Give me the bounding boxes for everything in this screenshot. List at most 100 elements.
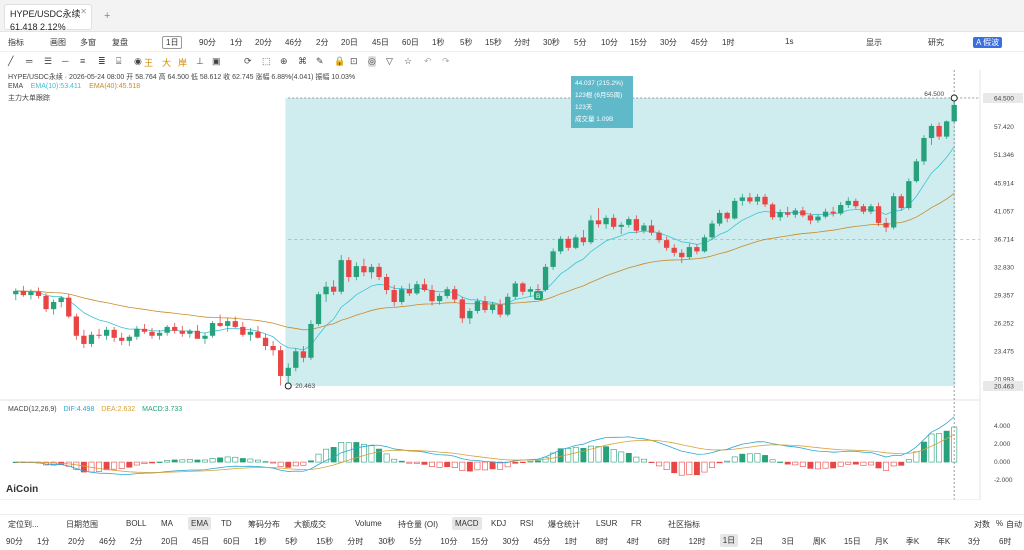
interval-option[interactable]: 月K (874, 537, 889, 546)
filter-icon[interactable]: ▽ (386, 56, 393, 66)
indicator-toggle[interactable]: 社区指标 (668, 520, 700, 529)
eye-toggle-icon[interactable]: ◎ (368, 56, 376, 67)
star-icon[interactable]: ☆ (404, 56, 413, 66)
pencil-icon[interactable]: ✎ (316, 56, 324, 66)
toolbar-item[interactable]: 画图 (50, 38, 66, 47)
toolbar-item[interactable]: 指标 (8, 38, 24, 47)
indicator-toggle[interactable]: FR (631, 519, 642, 528)
interval-option[interactable]: 20日 (161, 537, 179, 546)
toolbar-item[interactable]: 20分 (255, 38, 272, 47)
toolbar-item[interactable]: 15秒 (485, 38, 502, 47)
interval-option[interactable]: 12时 (688, 537, 706, 546)
interval-option[interactable]: 1分 (37, 537, 50, 546)
indicator-toggle[interactable]: KDJ (491, 519, 507, 528)
eye-icon[interactable]: ◉ (134, 56, 142, 66)
interval-option[interactable]: 3日 (781, 537, 795, 546)
indicator-toggle[interactable]: 筹码分布 (248, 520, 280, 529)
trash-icon[interactable]: ⊡ (350, 56, 358, 66)
indicator-toggle[interactable]: Volume (355, 519, 382, 528)
toolbar-item[interactable]: 90分 (199, 38, 216, 47)
interval-option[interactable]: 2日 (750, 537, 764, 546)
interval-option[interactable]: 20分 (68, 537, 85, 546)
interval-option[interactable]: 45分 (533, 537, 551, 546)
toolbar-item[interactable]: 5分 (574, 38, 587, 47)
interval-option[interactable]: 5秒 (285, 537, 298, 546)
select-tool-icon[interactable]: ⟳ (244, 56, 252, 66)
interval-option[interactable]: 15日 (843, 537, 861, 546)
list-tool-icon[interactable]: ☰ (44, 56, 53, 66)
interval-option[interactable]: 15分 (471, 537, 489, 546)
horizontal-line-icon[interactable]: ═ (26, 56, 33, 66)
scale-toggle[interactable]: 对数 (974, 520, 990, 529)
redo-icon[interactable]: ↷ (442, 56, 450, 66)
toolbar-item[interactable]: 30分 (660, 38, 677, 47)
image-icon[interactable]: ▣ (212, 56, 221, 66)
toolbar-item[interactable]: 15分 (630, 38, 647, 47)
indicator-toggle[interactable]: TD (221, 519, 232, 528)
scale-toggle[interactable]: 自动 (1006, 520, 1022, 529)
zoom-icon[interactable]: ⊕ (280, 56, 288, 66)
toolbar-item[interactable]: 复盘 (112, 38, 128, 47)
link-icon[interactable]: ⌘ (298, 56, 307, 66)
interval-option[interactable]: 2分 (130, 537, 143, 546)
toolbar-item[interactable]: 45分 (691, 38, 708, 47)
toolbar-item[interactable]: 2分 (316, 38, 329, 47)
interval-option[interactable]: 年K (936, 537, 951, 546)
text-tool-icon[interactable]: ⌸ (116, 56, 122, 66)
indicator-toggle[interactable]: MA (161, 519, 173, 528)
indicator-toggle[interactable]: 定位到... (8, 520, 39, 529)
interval-option[interactable]: 分时 (347, 537, 364, 546)
toolbar-item[interactable]: 1日 (162, 36, 183, 49)
toolbar-item[interactable]: 46分 (285, 38, 302, 47)
toolbar-item[interactable]: A 假波 (973, 37, 1003, 48)
toolbar-item[interactable]: 分时 (514, 38, 530, 47)
indicator-wang-icon[interactable]: 王 (144, 58, 154, 68)
indicator-toggle[interactable]: 爆仓统计 (548, 520, 580, 529)
indicator-da-icon[interactable]: 大 (162, 58, 172, 68)
interval-option[interactable]: 6时 (998, 537, 1012, 546)
add-tab-icon[interactable]: + (104, 10, 111, 22)
toolbar-item[interactable]: 多窗 (80, 38, 96, 47)
interval-option[interactable]: 1秒 (254, 537, 267, 546)
interval-option[interactable]: 3分 (967, 537, 981, 546)
interval-option[interactable]: 1日 (719, 534, 739, 547)
ray-tool-icon[interactable]: ─ (62, 56, 69, 66)
interval-option[interactable]: 90分 (6, 537, 23, 546)
indicator-toggle[interactable]: BOLL (126, 519, 147, 528)
interval-option[interactable]: 5分 (409, 537, 422, 546)
indicator-toggle[interactable]: LSUR (596, 519, 618, 528)
lock-icon[interactable]: 🔒 (334, 56, 346, 66)
interval-option[interactable]: 10分 (440, 537, 458, 546)
toolbar-item[interactable]: 1分 (230, 38, 243, 47)
channel-tool-icon[interactable]: ≡ (80, 56, 86, 66)
interval-option[interactable]: 46分 (99, 537, 116, 546)
interval-option[interactable]: 30秒 (378, 537, 396, 546)
magnet-icon[interactable]: ⊥ (196, 56, 204, 66)
measure-tool-icon[interactable]: ⬚ (262, 56, 271, 66)
indicator-toggle[interactable]: MACD (452, 517, 482, 530)
interval-option[interactable]: 30分 (502, 537, 520, 546)
interval-option[interactable]: 季K (905, 537, 920, 546)
indicator-toggle[interactable]: 持仓量 (OI) (398, 520, 438, 529)
fib-tool-icon[interactable]: ≣ (98, 56, 106, 66)
interval-option[interactable]: 15秒 (316, 537, 334, 546)
toolbar-item[interactable]: 30秒 (543, 38, 560, 47)
indicator-toggle[interactable]: 日期范围 (66, 520, 98, 529)
toolbar-item[interactable]: 10分 (601, 38, 618, 47)
chart-area[interactable]: HYPE/USDC永续 · 2026-05-24 08:00 开 58.764 … (0, 70, 1024, 500)
interval-option[interactable]: 周K (812, 537, 827, 546)
interval-option[interactable]: 8时 (595, 537, 609, 546)
line-tool-icon[interactable]: ╱ (8, 56, 14, 66)
toolbar-item[interactable]: 1s (785, 37, 794, 46)
indicator-toggle[interactable]: 大额成交 (294, 520, 326, 529)
toolbar-item[interactable]: 显示 (866, 38, 882, 47)
interval-option[interactable]: 4时 (626, 537, 640, 546)
indicator-toggle[interactable]: RSI (520, 519, 534, 528)
interval-option[interactable]: 6时 (657, 537, 671, 546)
toolbar-item[interactable]: 研究 (928, 38, 944, 47)
interval-option[interactable]: 60日 (223, 537, 241, 546)
interval-option[interactable]: 1时 (564, 537, 577, 546)
interval-option[interactable]: 45日 (192, 537, 210, 546)
indicator-fu-icon[interactable]: 岸 (178, 58, 188, 68)
toolbar-item[interactable]: 45日 (372, 38, 389, 47)
